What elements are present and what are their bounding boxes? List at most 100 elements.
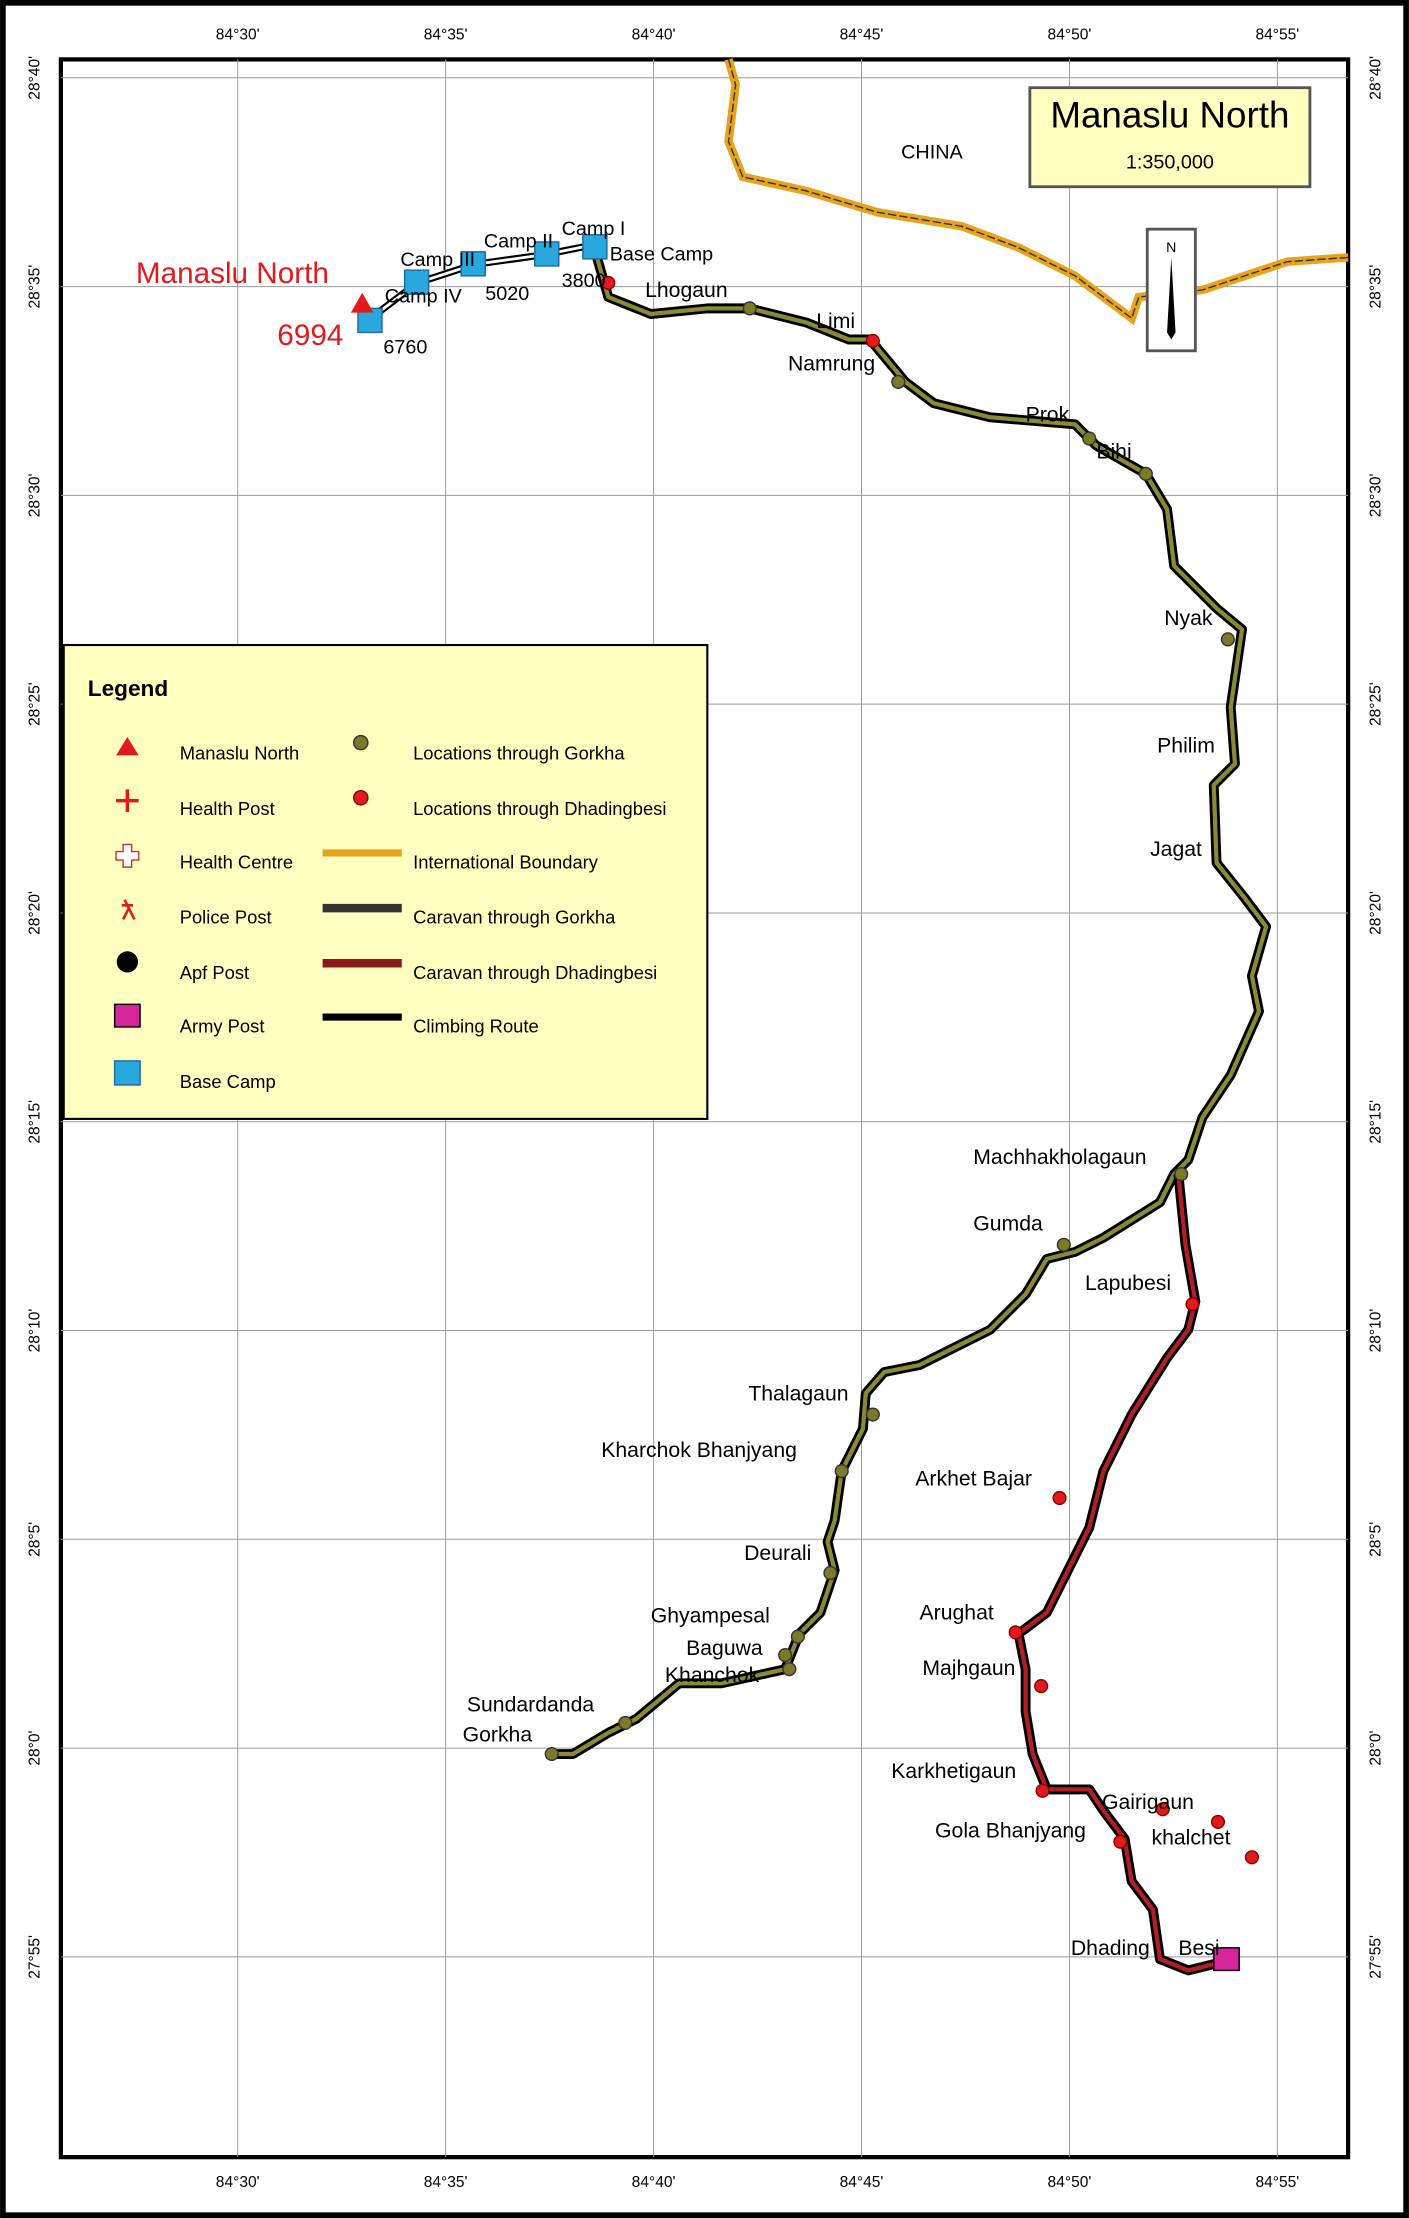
army-post xyxy=(1213,1947,1240,1972)
legend-title: Legend xyxy=(88,676,168,701)
place-label: Gairigaun xyxy=(1102,1791,1194,1814)
dhadingbesi-location xyxy=(1185,1297,1200,1312)
latitude-label: 28°5' xyxy=(1368,1522,1385,1557)
latitude-label: 28°35' xyxy=(27,265,44,309)
legend-symbol xyxy=(115,843,140,868)
place-label: khalchet xyxy=(1151,1827,1230,1850)
camp-label: Camp III xyxy=(400,249,475,271)
legend-label: Locations through Dhadingbesi xyxy=(413,798,666,819)
location-markers xyxy=(544,275,1259,1865)
place-label: Majhgaun xyxy=(922,1657,1015,1680)
place-label: Gorkha xyxy=(463,1723,533,1746)
elevation-label: 5020 xyxy=(485,283,529,305)
legend-label: Apf Post xyxy=(180,962,249,983)
camp-label: Camp I xyxy=(562,218,626,240)
place-label: Nyak xyxy=(1164,607,1213,630)
legend-symbol xyxy=(116,736,139,756)
gorkha-location xyxy=(1174,1166,1189,1182)
dhadingbesi-location xyxy=(601,275,616,290)
dhadingbesi-location xyxy=(1113,1834,1128,1849)
latitude-label: 28°0' xyxy=(27,1730,44,1765)
longitude-label: 84°30' xyxy=(216,27,260,44)
place-label: Gumda xyxy=(973,1213,1043,1236)
dhadingbesi-location xyxy=(865,333,880,348)
legend-label: Climbing Route xyxy=(413,1016,539,1037)
elevation-label: 6760 xyxy=(383,337,427,359)
latitude-label: 28°35' xyxy=(1368,265,1385,309)
gorkha-location xyxy=(782,1662,797,1677)
dhadingbesi-location xyxy=(1052,1490,1067,1506)
gorkha-location xyxy=(823,1565,838,1581)
legend-label: Police Post xyxy=(180,907,272,928)
place-label: Lapubesi xyxy=(1085,1272,1171,1295)
legend-symbol xyxy=(121,899,136,921)
legend: Manaslu North Health Post Health Centre Pol… xyxy=(113,734,666,1092)
camp-label: Base Camp xyxy=(610,243,713,265)
place-label: Limi xyxy=(816,310,855,333)
place-label: Philim xyxy=(1157,735,1215,758)
longitude-label: 84°45' xyxy=(840,27,884,44)
dhadingbesi-location xyxy=(1244,1850,1259,1865)
place-label: Besi xyxy=(1178,1937,1219,1960)
longitude-label: 84°35' xyxy=(424,27,468,44)
latitude-label: 28°20' xyxy=(27,891,44,935)
legend-symbol xyxy=(116,789,139,812)
latitude-label: 28°40' xyxy=(1368,56,1385,100)
camp-label: Camp II xyxy=(484,231,553,253)
legend-label: Health Post xyxy=(180,798,275,819)
map-title: Manaslu North xyxy=(1050,94,1289,135)
legend-label: Caravan through Gorkha xyxy=(413,907,616,928)
place-label: Jagat xyxy=(1150,838,1202,861)
longitude-label: 84°35' xyxy=(424,2174,468,2191)
place-label: Bihi xyxy=(1096,440,1131,463)
gorkha-location xyxy=(1082,431,1097,446)
place-label: Baguwa xyxy=(686,1637,763,1660)
gorkha-location xyxy=(1220,632,1235,647)
latitude-label: 28°10' xyxy=(1368,1309,1385,1353)
peak-elevation: 6994 xyxy=(277,319,343,352)
title-box xyxy=(1028,86,1312,189)
gorkha-location xyxy=(865,1407,880,1422)
place-label: Deurali xyxy=(744,1542,811,1565)
gorkha-location xyxy=(742,301,757,316)
map-scale: 1:350,000 xyxy=(1126,151,1214,173)
legend-label: International Boundary xyxy=(413,852,599,873)
longitude-label: 84°40' xyxy=(632,2174,676,2191)
country-label: CHINA xyxy=(901,141,963,163)
gorkha-location xyxy=(544,1746,559,1762)
legend-label: Locations through Gorkha xyxy=(413,743,625,764)
legend-symbol xyxy=(352,734,369,751)
place-label: Arkhet Bajar xyxy=(915,1467,1032,1490)
latitude-label: 28°15' xyxy=(27,1100,44,1144)
legend-label: Health Centre xyxy=(180,852,293,873)
place-label: Sundardanda xyxy=(467,1694,595,1717)
place-label: Gola Bhanjyang xyxy=(935,1819,1086,1842)
latitude-label: 28°30' xyxy=(1368,473,1385,517)
longitude-label: 84°30' xyxy=(216,2174,260,2191)
latitude-label: 27°55' xyxy=(1368,1935,1385,1979)
longitude-label: 84°45' xyxy=(840,2174,884,2191)
place-label: Karkhetigaun xyxy=(891,1760,1016,1783)
legend-symbol xyxy=(352,790,369,806)
dhadingbesi-location xyxy=(1155,1802,1170,1817)
gorkha-location xyxy=(618,1715,633,1730)
place-label: Arughat xyxy=(920,1602,994,1625)
longitude-label: 84°50' xyxy=(1048,27,1092,44)
gorkha-location xyxy=(1056,1237,1071,1252)
legend-label: Caravan through Dhadingbesi xyxy=(413,962,657,983)
legend-label: Army Post xyxy=(180,1016,265,1037)
place-label: Machhakholagaun xyxy=(973,1146,1146,1169)
latitude-label: 27°55' xyxy=(27,1935,44,1979)
dhadingbesi-location xyxy=(1034,1679,1049,1694)
place-label: Prok xyxy=(1026,404,1070,427)
latitude-label: 28°30' xyxy=(27,473,44,517)
place-label: Ghyampesal xyxy=(651,1604,770,1627)
latitude-label: 28°40' xyxy=(27,56,44,100)
caravan-dhadingbesi-fill xyxy=(1016,1173,1232,1973)
gorkha-location xyxy=(778,1647,793,1663)
legend-label: Manaslu North xyxy=(180,743,300,764)
place-label: Dhading xyxy=(1071,1937,1150,1960)
peak-marker xyxy=(350,292,374,313)
place-label: Lhogaun xyxy=(645,279,728,302)
